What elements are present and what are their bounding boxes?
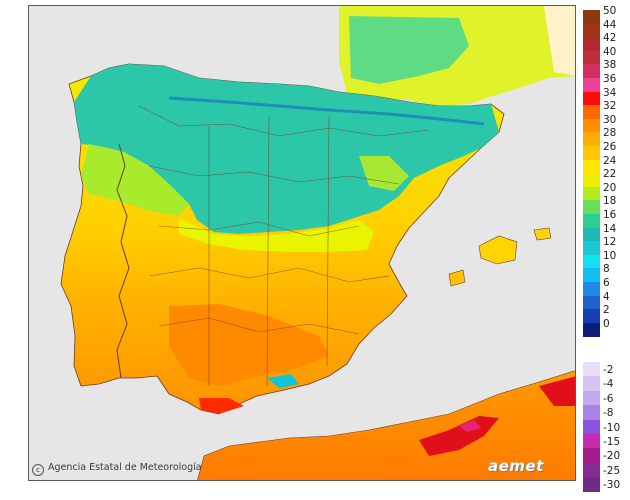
legend-swatch bbox=[583, 91, 600, 106]
legend-label: 42 bbox=[603, 32, 617, 45]
legend-label: -8 bbox=[603, 407, 614, 420]
legend-swatch bbox=[583, 448, 600, 464]
central-yellow bbox=[179, 218, 374, 252]
legend-label: -15 bbox=[603, 436, 621, 448]
legend-swatch bbox=[583, 419, 600, 435]
legend-swatch bbox=[583, 200, 600, 215]
legend-swatch bbox=[583, 118, 600, 133]
legend-label: 18 bbox=[603, 195, 617, 208]
province-borders bbox=[138, 105, 430, 387]
legend-swatch bbox=[583, 146, 600, 161]
legend-label: -10 bbox=[603, 421, 621, 434]
temperature-legend: 50 44 42 40 38 36 34 32 30 28 26 24 22 20 18 16 14 12 10 8 6… bbox=[583, 5, 629, 493]
north-africa-landmass bbox=[197, 370, 575, 480]
legend-swatch bbox=[583, 78, 600, 93]
sierra-nevada-cool bbox=[267, 374, 299, 388]
legend-label: -30 bbox=[603, 479, 621, 492]
legend-swatch bbox=[583, 309, 600, 324]
legend-label: -20 bbox=[603, 450, 621, 463]
iberia-map-svg bbox=[60, 6, 575, 480]
legend-label: 40 bbox=[603, 45, 617, 58]
legend-label: 20 bbox=[603, 181, 617, 194]
legend-swatch bbox=[583, 241, 600, 256]
legend-label: 44 bbox=[603, 18, 617, 31]
legend-swatch bbox=[583, 10, 600, 25]
legend-swatch bbox=[583, 37, 600, 52]
legend-label: 36 bbox=[603, 73, 617, 85]
portugal-border bbox=[116, 143, 130, 379]
legend-swatch bbox=[583, 362, 600, 377]
legend-swatch bbox=[583, 214, 600, 229]
legend-swatch bbox=[583, 227, 600, 242]
legend-swatch bbox=[583, 132, 600, 147]
legend-swatch bbox=[583, 254, 600, 269]
legend-swatch bbox=[583, 477, 600, 493]
legend-label: 22 bbox=[603, 168, 617, 181]
legend-label: 2 bbox=[603, 304, 610, 317]
menorca bbox=[533, 227, 552, 241]
atlas-hot-spot bbox=[539, 376, 575, 406]
legend-label: 12 bbox=[603, 236, 617, 249]
legend-swatch bbox=[583, 186, 600, 201]
legend-label: 34 bbox=[603, 86, 617, 99]
legend-swatch bbox=[583, 64, 600, 79]
mallorca bbox=[478, 235, 518, 265]
legend-swatch bbox=[583, 23, 600, 38]
france-right-edge bbox=[544, 6, 575, 76]
credit-text: c Agencia Estatal de Meteorología bbox=[32, 462, 202, 476]
aemet-logo: aemet bbox=[488, 457, 544, 475]
legend-label: 6 bbox=[603, 277, 610, 289]
legend-swatch bbox=[583, 322, 600, 337]
france-teal-area bbox=[349, 16, 469, 84]
legend-label: -2 bbox=[603, 364, 614, 376]
legend-label: -25 bbox=[603, 464, 621, 477]
legend-label: 8 bbox=[603, 263, 610, 276]
legend-label: -6 bbox=[603, 392, 614, 405]
pyrenees-dark-band bbox=[168, 96, 485, 126]
legend-label: 16 bbox=[603, 209, 617, 221]
legend-swatch bbox=[583, 282, 600, 297]
legend-label: 10 bbox=[603, 249, 617, 262]
legend-swatch bbox=[583, 376, 600, 392]
northern-cool-band bbox=[74, 64, 499, 234]
legend-label: 26 bbox=[603, 141, 617, 153]
north-plateau-green bbox=[81, 144, 189, 216]
legend-label: 0 bbox=[603, 317, 610, 330]
temperature-map bbox=[28, 5, 576, 481]
legend-label: 28 bbox=[603, 127, 617, 140]
magenta-peaks bbox=[459, 420, 481, 432]
legend-label: -4 bbox=[603, 378, 614, 391]
legend-label: 32 bbox=[603, 100, 617, 113]
ibiza bbox=[448, 269, 466, 287]
copyright-icon: c bbox=[32, 464, 44, 476]
south-coast-hot bbox=[199, 398, 244, 414]
legend-swatch bbox=[583, 405, 600, 421]
legend-swatch bbox=[583, 50, 600, 65]
legend-label: 24 bbox=[603, 154, 617, 167]
legend-label: 50 bbox=[603, 5, 617, 17]
legend-swatch bbox=[583, 173, 600, 188]
legend-swatch bbox=[583, 159, 600, 174]
credit-label: Agencia Estatal de Meteorología bbox=[48, 462, 202, 473]
legend-swatch bbox=[583, 462, 600, 478]
legend-label: 38 bbox=[603, 59, 617, 72]
legend-swatch bbox=[583, 390, 600, 406]
legend-label: 14 bbox=[603, 222, 617, 235]
legend-label: 4 bbox=[603, 290, 610, 303]
ebro-valley-green bbox=[359, 156, 409, 191]
legend-swatch bbox=[583, 105, 600, 120]
legend-swatch bbox=[583, 295, 600, 310]
legend-swatch bbox=[583, 434, 600, 449]
legend-label: 30 bbox=[603, 113, 617, 126]
legend-swatch bbox=[583, 268, 600, 283]
